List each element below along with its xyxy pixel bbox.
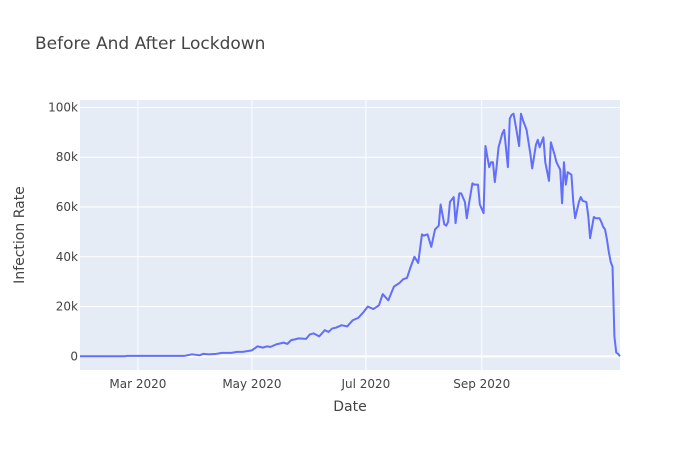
series-line — [80, 112, 621, 358]
x-tick-label: Jul 2020 — [340, 377, 390, 391]
series-layer — [80, 112, 621, 358]
x-axis-title: Date — [333, 399, 366, 415]
y-axis-title: Infection Rate — [12, 186, 28, 284]
x-tick-label: May 2020 — [222, 377, 281, 391]
x-tick-label: Mar 2020 — [109, 377, 166, 391]
chart-title: Before And After Lockdown — [35, 34, 266, 54]
y-tick-labels: 0 20k 40k 60k 80k 100k — [48, 100, 78, 363]
y-tick-label: 40k — [56, 250, 78, 264]
y-tick-label: 60k — [56, 200, 78, 214]
y-tick-label: 100k — [48, 100, 78, 114]
x-tick-labels: Mar 2020 May 2020 Jul 2020 Sep 2020 — [109, 377, 510, 391]
x-tick-label: Sep 2020 — [453, 377, 510, 391]
x-gridlines — [137, 100, 483, 370]
plot-background — [80, 100, 620, 370]
y-tick-label: 0 — [70, 349, 78, 363]
y-tick-label: 20k — [56, 300, 78, 314]
y-tick-label: 80k — [56, 150, 78, 164]
